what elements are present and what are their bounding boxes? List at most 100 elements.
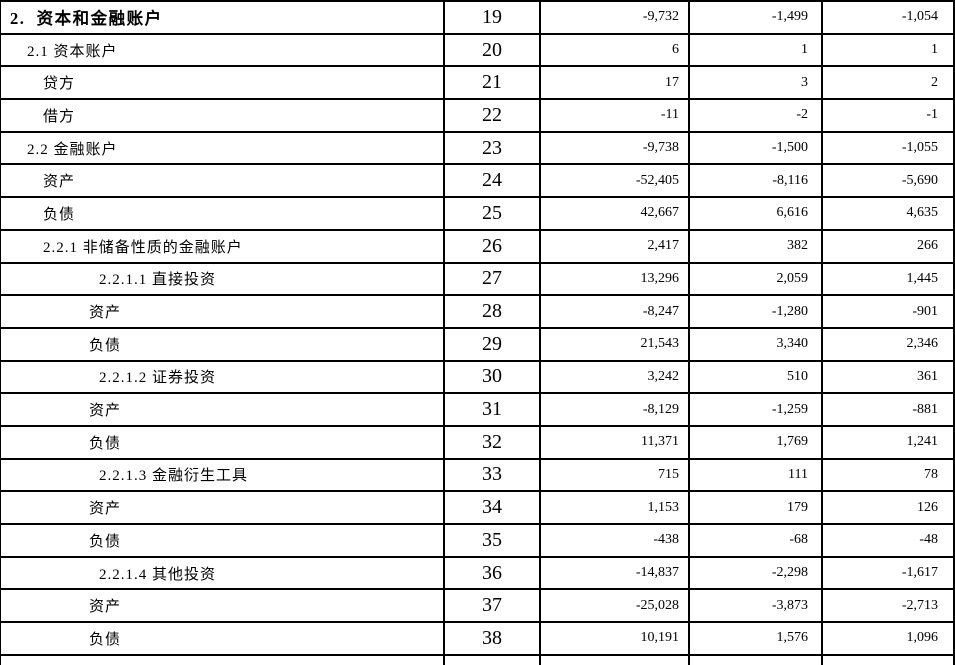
value-cell: 10,191 xyxy=(541,623,690,656)
value-cell: 266 xyxy=(823,230,955,264)
value-cell: 3 xyxy=(690,67,823,101)
value-cell: 382 xyxy=(690,230,823,264)
partial-row-cell xyxy=(445,655,541,665)
value-cell: -2,298 xyxy=(690,557,823,591)
row-label: 负债 xyxy=(1,198,445,231)
row-label: 2.2.1.2 证券投资 xyxy=(1,361,445,395)
value-cell: -5,690 xyxy=(823,165,955,199)
value-cell: 1,096 xyxy=(823,623,955,656)
value-cell: -1,617 xyxy=(823,557,955,591)
row-number: 36 xyxy=(445,557,541,591)
row-number: 24 xyxy=(445,165,541,199)
row-label: 2.2.1 非储备性质的金融账户 xyxy=(1,230,445,264)
value-cell: 1,445 xyxy=(823,263,955,297)
value-cell: -48 xyxy=(823,525,955,558)
value-cell: -9,732 xyxy=(541,2,690,35)
partial-row-cell xyxy=(690,655,823,665)
value-cell: -8,247 xyxy=(541,296,690,329)
row-number: 37 xyxy=(445,590,541,624)
value-cell: -8,129 xyxy=(541,394,690,427)
row-number: 27 xyxy=(445,263,541,297)
row-number: 29 xyxy=(445,328,541,362)
row-number: 19 xyxy=(445,2,541,35)
row-label: 2.2.1.1 直接投资 xyxy=(1,263,445,297)
partial-row-cell xyxy=(823,655,955,665)
value-cell: 2 xyxy=(823,67,955,101)
value-cell: 1 xyxy=(690,34,823,68)
value-cell: 3,242 xyxy=(541,361,690,395)
value-cell: 1,576 xyxy=(690,623,823,656)
value-cell: -901 xyxy=(823,296,955,329)
row-number: 30 xyxy=(445,361,541,395)
value-cell: -1 xyxy=(823,100,955,133)
row-label: 负债 xyxy=(1,623,445,656)
row-label: 资产 xyxy=(1,590,445,624)
value-cell: 1,769 xyxy=(690,426,823,460)
value-cell: 3,340 xyxy=(690,328,823,362)
value-cell: -1,054 xyxy=(823,2,955,35)
row-number: 35 xyxy=(445,525,541,558)
value-cell: -881 xyxy=(823,394,955,427)
value-cell: -1,259 xyxy=(690,394,823,427)
value-cell: 6 xyxy=(541,34,690,68)
value-cell: 1 xyxy=(823,34,955,68)
row-label: 2.2 金融账户 xyxy=(1,132,445,166)
row-number: 20 xyxy=(445,34,541,68)
partial-row-cell xyxy=(541,655,690,665)
value-cell: 510 xyxy=(690,361,823,395)
value-cell: -1,500 xyxy=(690,132,823,166)
value-cell: 2,346 xyxy=(823,328,955,362)
value-cell: -9,738 xyxy=(541,132,690,166)
row-number: 21 xyxy=(445,67,541,101)
value-cell: -438 xyxy=(541,525,690,558)
row-number: 34 xyxy=(445,492,541,525)
value-cell: -2,713 xyxy=(823,590,955,624)
value-cell: 1,241 xyxy=(823,426,955,460)
value-cell: 4,635 xyxy=(823,198,955,231)
value-cell: -3,873 xyxy=(690,590,823,624)
row-number: 25 xyxy=(445,198,541,231)
value-cell: 17 xyxy=(541,67,690,101)
value-cell: 42,667 xyxy=(541,198,690,231)
value-cell: 361 xyxy=(823,361,955,395)
value-cell: -52,405 xyxy=(541,165,690,199)
row-label: 借方 xyxy=(1,100,445,133)
row-label: 负债 xyxy=(1,328,445,362)
value-cell: -1,499 xyxy=(690,2,823,35)
value-cell: -11 xyxy=(541,100,690,133)
row-number: 28 xyxy=(445,296,541,329)
row-label: 贷方 xyxy=(1,67,445,101)
row-number: 22 xyxy=(445,100,541,133)
row-number: 23 xyxy=(445,132,541,166)
value-cell: 179 xyxy=(690,492,823,525)
value-cell: 21,543 xyxy=(541,328,690,362)
value-cell: -2 xyxy=(690,100,823,133)
value-cell: 11,371 xyxy=(541,426,690,460)
value-cell: 715 xyxy=(541,459,690,493)
row-label: 2. 资本和金融账户 xyxy=(1,2,445,35)
row-label: 资产 xyxy=(1,394,445,427)
value-cell: -1,280 xyxy=(690,296,823,329)
row-label: 资产 xyxy=(1,492,445,525)
row-label: 2.1 资本账户 xyxy=(1,34,445,68)
value-cell: 111 xyxy=(690,459,823,493)
partial-row-cell xyxy=(1,655,445,665)
value-cell: -68 xyxy=(690,525,823,558)
row-label: 2.2.1.4 其他投资 xyxy=(1,557,445,591)
value-cell: 78 xyxy=(823,459,955,493)
row-number: 33 xyxy=(445,459,541,493)
value-cell: 126 xyxy=(823,492,955,525)
row-label: 负债 xyxy=(1,426,445,460)
row-number: 31 xyxy=(445,394,541,427)
value-cell: -1,055 xyxy=(823,132,955,166)
value-cell: -8,116 xyxy=(690,165,823,199)
row-label: 资产 xyxy=(1,296,445,329)
value-cell: 13,296 xyxy=(541,263,690,297)
value-cell: -14,837 xyxy=(541,557,690,591)
value-cell: -25,028 xyxy=(541,590,690,624)
row-number: 38 xyxy=(445,623,541,656)
value-cell: 2,059 xyxy=(690,263,823,297)
value-cell: 1,153 xyxy=(541,492,690,525)
value-cell: 2,417 xyxy=(541,230,690,264)
